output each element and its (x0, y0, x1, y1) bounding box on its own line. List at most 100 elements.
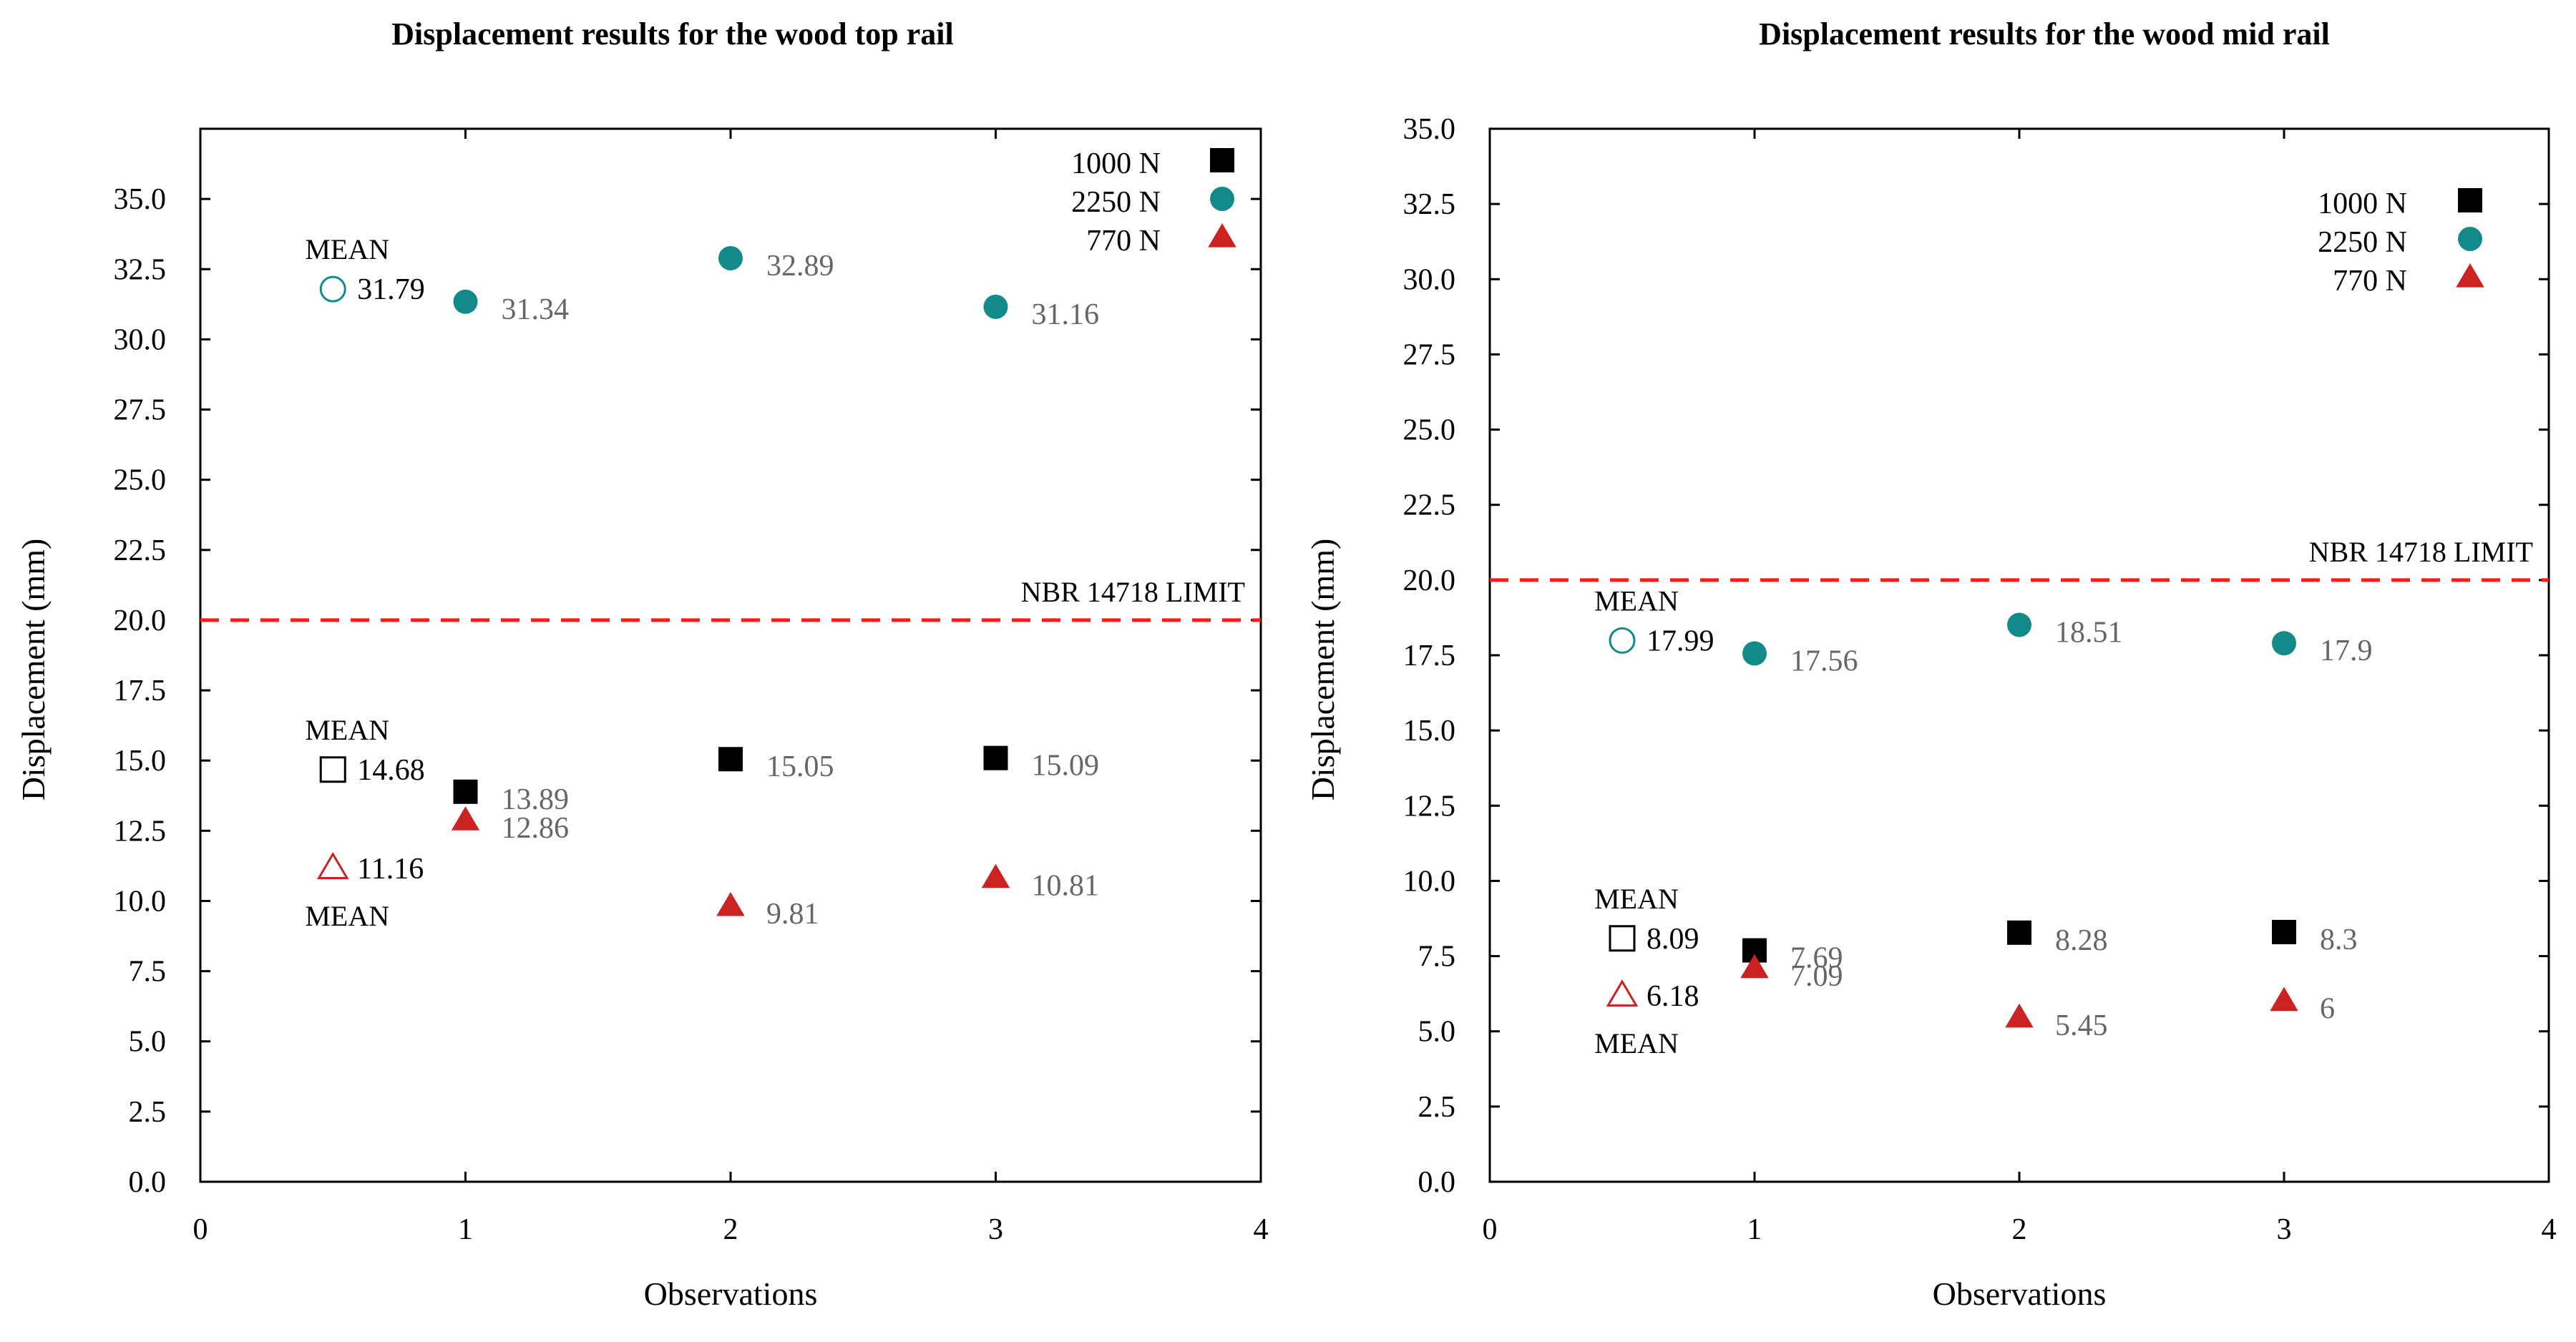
x-tick-label: 4 (1254, 1213, 1269, 1246)
data-label: 15.09 (1032, 750, 1100, 783)
y-tick-label: 32.5 (1403, 188, 1456, 221)
y-tick-label: 2.5 (1418, 1091, 1456, 1124)
y-tick-label: 7.5 (129, 956, 167, 989)
chart-title: Displacement results for the wood top ra… (391, 16, 953, 52)
mean-caption: MEAN (1594, 1027, 1679, 1059)
y-tick-label: 0.0 (129, 1166, 167, 1199)
legend-marker-2 (1210, 187, 1234, 211)
data-point (718, 245, 743, 270)
data-label: 5.45 (2055, 1009, 2108, 1042)
data-point (981, 863, 1010, 888)
y-tick-label: 27.5 (1403, 338, 1456, 371)
data-point (983, 294, 1008, 319)
mean-marker (316, 851, 349, 879)
mean-value-label: 8.09 (1646, 923, 1699, 956)
y-tick-label: 35.0 (1403, 113, 1456, 146)
legend-label: 2250 N (2318, 226, 2407, 259)
x-tick-label: 2 (723, 1213, 738, 1246)
data-label: 31.34 (502, 293, 570, 326)
data-label: 8.3 (2320, 924, 2358, 956)
mean-marker (319, 275, 346, 303)
mean-value-label: 11.16 (357, 853, 424, 886)
x-tick-label: 0 (193, 1213, 208, 1246)
y-tick-label: 0.0 (1418, 1166, 1456, 1199)
data-label: 12.86 (502, 812, 570, 845)
data-label: 10.81 (1032, 870, 1100, 903)
data-label: 15.05 (766, 750, 834, 783)
y-tick-label: 22.5 (114, 534, 167, 567)
mean-value-label: 14.68 (357, 754, 425, 787)
data-point (1740, 954, 1769, 979)
y-tick-label: 10.0 (1403, 865, 1456, 898)
legend-label: 1000 N (1071, 147, 1161, 180)
chart-panel-1: Displacement results for the wood top ra… (15, 16, 1269, 1312)
mean-caption: MEAN (1594, 584, 1679, 617)
limit-line-label: NBR 14718 LIMIT (2309, 536, 2533, 568)
y-tick-label: 22.5 (1403, 489, 1456, 522)
x-tick-label: 3 (988, 1213, 1003, 1246)
x-tick-label: 1 (458, 1213, 473, 1246)
limit-line-label: NBR 14718 LIMIT (1021, 576, 1245, 608)
y-tick-label: 15.0 (114, 745, 167, 778)
y-tick-label: 27.5 (114, 394, 167, 427)
mean-caption: MEAN (305, 714, 389, 746)
legend-marker-3 (2456, 263, 2484, 288)
y-tick-label: 17.5 (114, 675, 167, 707)
y-tick-label: 12.5 (1403, 790, 1456, 823)
mean-marker (1609, 627, 1636, 654)
y-tick-label: 20.0 (114, 604, 167, 637)
y-tick-label: 32.5 (114, 253, 167, 286)
mean-value-label: 31.79 (357, 273, 425, 306)
data-point (2272, 631, 2296, 656)
data-point (453, 779, 478, 804)
chart-panel-2: Displacement results for the wood mid ra… (1304, 16, 2557, 1312)
y-tick-label: 30.0 (1403, 263, 1456, 296)
y-axis-label: Displacement (mm) (1304, 539, 1341, 801)
data-label: 31.16 (1032, 298, 1100, 331)
x-axis-label: Observations (644, 1275, 818, 1312)
x-tick-label: 3 (2277, 1213, 2292, 1246)
data-label: 6 (2320, 993, 2335, 1026)
mean-value-label: 6.18 (1646, 980, 1699, 1013)
data-point (716, 891, 745, 916)
data-label: 17.9 (2320, 635, 2373, 667)
data-label: 17.56 (1790, 645, 1858, 677)
legend-marker-1 (1210, 148, 1234, 172)
mean-marker (1609, 925, 1636, 952)
y-tick-label: 25.0 (1403, 414, 1456, 447)
mean-caption: MEAN (1594, 883, 1679, 915)
y-tick-label: 2.5 (129, 1096, 167, 1129)
y-tick-label: 30.0 (114, 323, 167, 356)
data-point (453, 289, 478, 314)
data-label: 9.81 (766, 898, 819, 931)
x-tick-label: 0 (1483, 1213, 1498, 1246)
y-tick-label: 15.0 (1403, 715, 1456, 748)
legend-label: 2250 N (1071, 186, 1161, 219)
x-tick-label: 1 (1747, 1213, 1762, 1246)
y-tick-label: 35.0 (114, 183, 167, 216)
legend-marker-1 (2458, 188, 2482, 212)
data-point (718, 747, 743, 772)
data-point (1742, 641, 1767, 666)
data-point (983, 745, 1008, 770)
data-point (451, 806, 480, 831)
legend-label: 770 N (1086, 225, 1161, 258)
data-label: 7.69 (1790, 942, 1843, 975)
mean-value-label: 17.99 (1646, 625, 1714, 657)
mean-marker (319, 756, 346, 783)
mean-caption: MEAN (305, 900, 389, 932)
x-axis-label: Observations (1933, 1275, 2107, 1312)
y-tick-label: 12.5 (114, 815, 167, 848)
mean-caption: MEAN (305, 233, 389, 265)
y-tick-label: 5.0 (1418, 1016, 1456, 1049)
y-tick-label: 25.0 (114, 464, 167, 497)
chart-title: Displacement results for the wood mid ra… (1759, 16, 2330, 52)
data-point (2005, 1003, 2034, 1028)
y-tick-label: 7.5 (1418, 941, 1456, 974)
legend-marker-3 (1208, 222, 1236, 248)
mean-marker (1606, 979, 1639, 1007)
data-label: 7.09 (1790, 960, 1843, 993)
data-label: 18.51 (2055, 617, 2123, 650)
legend-label: 770 N (2333, 265, 2407, 298)
